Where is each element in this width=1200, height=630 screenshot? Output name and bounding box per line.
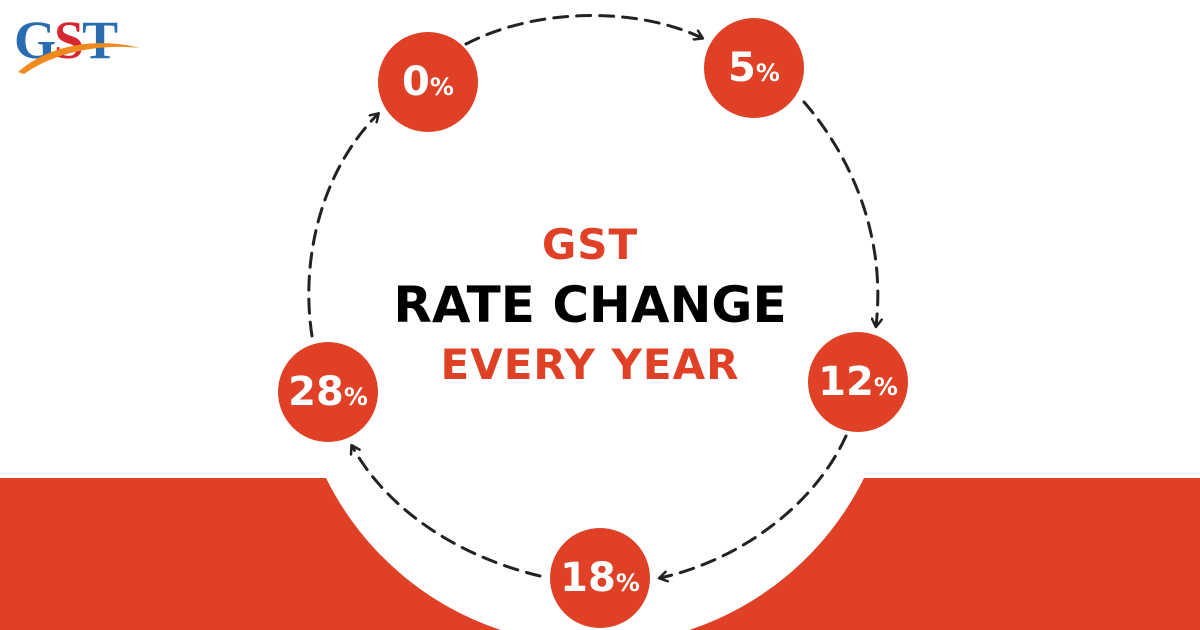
logo-wordmark: GST: [14, 10, 118, 70]
rate-node-5: 5%: [704, 18, 804, 118]
rate-node-18: 18%: [550, 528, 650, 628]
rate-unit: %: [615, 569, 640, 597]
bottom-band: [0, 478, 1200, 630]
arrow-28-to-0: [307, 114, 378, 338]
arrow-12-to-18: [660, 434, 848, 578]
center-title: GST RATE CHANGE EVERY YEAR: [380, 218, 800, 392]
rate-value: 0: [402, 59, 430, 105]
logo-letter-s: S: [54, 10, 84, 70]
rate-unit: %: [429, 73, 454, 101]
rate-node-28: 28%: [278, 342, 378, 442]
gst-logo: GST: [12, 8, 152, 80]
title-line-every-year: EVERY YEAR: [440, 340, 740, 389]
arrow-5-to-12: [802, 100, 878, 326]
title-line-gst: GST: [541, 220, 639, 269]
rate-node-12: 12%: [808, 332, 908, 432]
title-line-rate-change: RATE CHANGE: [393, 276, 787, 334]
logo-swoosh-icon: [18, 43, 140, 74]
rate-unit: %: [343, 383, 368, 411]
rate-value: 28: [288, 369, 344, 415]
rate-node-0: 0%: [378, 32, 478, 132]
arrow-18-to-28: [352, 446, 542, 578]
rate-value: 5: [728, 45, 756, 91]
rate-value: 18: [560, 555, 616, 601]
logo-letter-t: T: [82, 10, 118, 70]
rate-value: 12: [818, 359, 874, 405]
rate-unit: %: [755, 59, 780, 87]
arrow-0-to-5: [464, 14, 702, 46]
rate-unit: %: [873, 373, 898, 401]
cycle-arrows: [307, 14, 878, 578]
